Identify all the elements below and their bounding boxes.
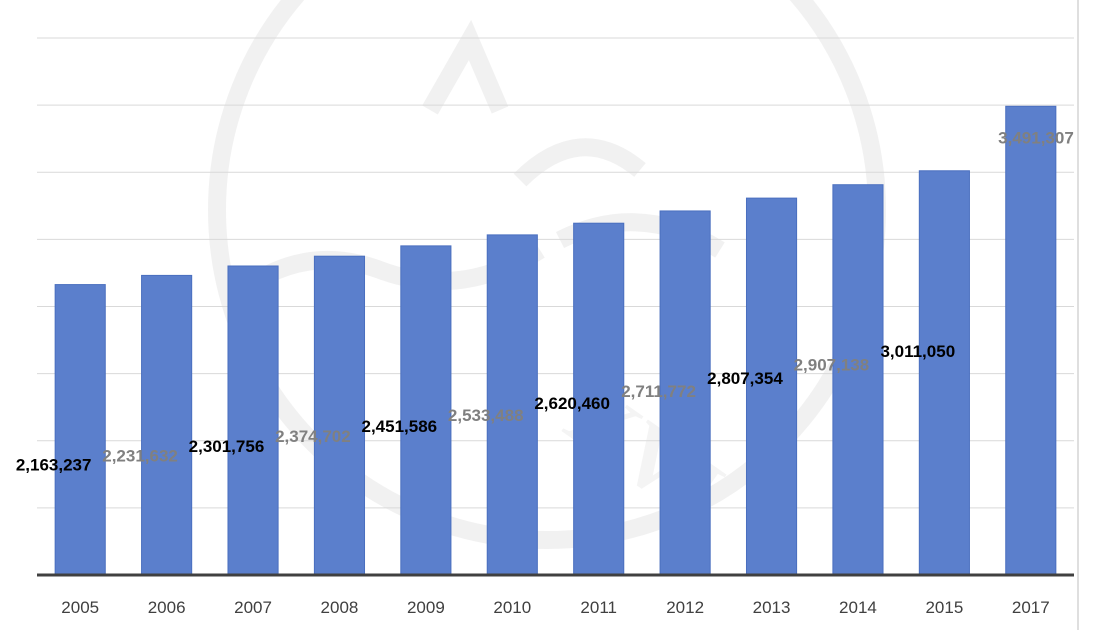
bars xyxy=(54,105,1057,576)
x-tick-label-2015: 2015 xyxy=(925,598,963,617)
gridlines xyxy=(37,37,1074,509)
x-tick-label-2006: 2006 xyxy=(148,598,186,617)
x-tick-label-2013: 2013 xyxy=(753,598,791,617)
bar-2017 xyxy=(1005,105,1057,576)
x-axis-tick-labels: 2005 2006 2007 2008 2009 2010 2011 2012 2013 2014… xyxy=(61,598,1049,617)
x-tick-label-2012: 2012 xyxy=(666,598,704,617)
bar-2013 xyxy=(745,197,798,576)
data-label-2017: 3,491,307 xyxy=(998,128,1074,147)
data-label-2008: 2,374,702 xyxy=(275,427,351,446)
bar-2007 xyxy=(227,265,279,576)
bar-2009 xyxy=(400,245,452,576)
bar-2008 xyxy=(313,255,366,576)
data-label-2012: 2,711,772 xyxy=(621,382,696,401)
x-tick-label-2014: 2014 xyxy=(839,598,877,617)
data-label-2011: 2,620,460 xyxy=(534,394,610,413)
data-label-2013: 2,807,354 xyxy=(707,369,783,388)
data-label-2014: 2,907,138 xyxy=(794,356,870,375)
x-tick-label-2010: 2010 xyxy=(493,598,531,617)
data-label-2010: 2,533,488 xyxy=(448,406,524,425)
data-label-2006: 2,231,632 xyxy=(102,446,178,465)
data-label-2005: 2,163,237 xyxy=(16,456,92,475)
data-label-2007: 2,301,756 xyxy=(189,437,265,456)
data-label-2009: 2,451,586 xyxy=(361,417,437,436)
bar-2010 xyxy=(486,234,538,576)
x-tick-label-2009: 2009 xyxy=(407,598,445,617)
bar-2014 xyxy=(832,184,884,576)
data-labels: 2,163,237 2,231,632 2,301,756 2,374,702 2,45… xyxy=(16,128,1074,474)
x-tick-label-2017: 2017 xyxy=(1012,598,1050,617)
data-label-2015: 3,011,050 xyxy=(880,342,955,361)
bar-2015 xyxy=(918,170,970,576)
bar-2006 xyxy=(141,274,193,576)
x-tick-label-2007: 2007 xyxy=(234,598,272,617)
x-tick-label-2011: 2011 xyxy=(580,598,617,617)
x-tick-label-2005: 2005 xyxy=(61,598,99,617)
x-tick-label-2008: 2008 xyxy=(321,598,359,617)
bar-2005 xyxy=(54,284,106,576)
